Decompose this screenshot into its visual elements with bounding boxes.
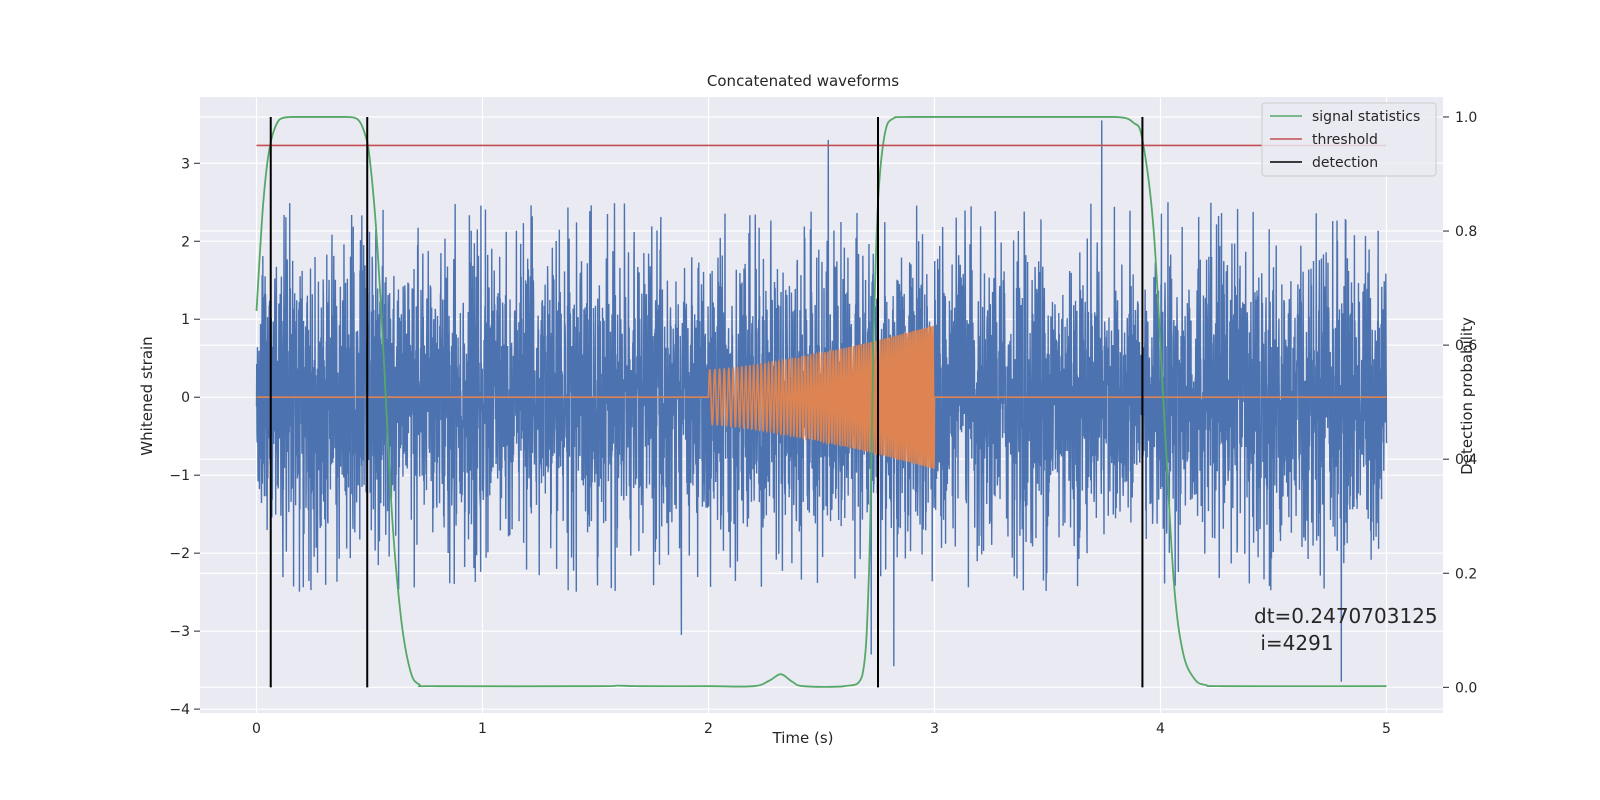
legend-box <box>1261 102 1437 177</box>
legend-label-detection: detection <box>1312 155 1378 171</box>
legend: signal statistics threshold detection <box>1261 102 1437 177</box>
x-tick-label: 5 <box>1382 721 1391 737</box>
x-axis-label: Time (s) <box>772 729 834 747</box>
y-tick-label: −2 <box>169 546 190 562</box>
series-group <box>255 116 1388 688</box>
y2-tick-label: 0.8 <box>1455 224 1477 240</box>
y2-tick-label: 1.0 <box>1455 110 1477 126</box>
legend-label-threshold: threshold <box>1312 132 1378 148</box>
y-tick-label: −4 <box>169 702 190 718</box>
annotation-dt: dt=0.2470703125 <box>1254 604 1438 628</box>
signal-statistics-line <box>255 116 1387 688</box>
x-tick-labels: 0 1 2 3 4 5 <box>252 721 1391 737</box>
chart-title: Concatenated waveforms <box>707 72 899 90</box>
y2-tick-label: 0.6 <box>1455 338 1477 354</box>
y-tick-labels: −4 −3 −2 −1 0 1 2 3 <box>169 156 200 718</box>
x-tick-label: 0 <box>252 721 261 737</box>
y-tick-label: 3 <box>181 156 190 172</box>
y-tick-label: −3 <box>169 624 190 640</box>
injection-line <box>256 325 1387 469</box>
y2-tick-labels: 0.0 0.2 0.4 0.6 0.8 1.0 <box>1443 110 1477 696</box>
x-tick-label: 3 <box>930 721 939 737</box>
y2-tick-label: 0.4 <box>1455 452 1477 468</box>
y-tick-label: −1 <box>169 468 190 484</box>
x-tick-label: 2 <box>704 721 713 737</box>
x-tick-label: 4 <box>1156 721 1165 737</box>
y2-axis-label: Detection probability <box>1458 317 1476 475</box>
y2-tick-label: 0.0 <box>1455 680 1477 696</box>
y-tick-label: 0 <box>181 390 190 406</box>
y-tick-label: 1 <box>181 312 190 328</box>
annotation-text: dt=0.2470703125 i=4291 <box>1254 604 1438 655</box>
x-tick-label: 1 <box>478 721 487 737</box>
legend-label-signal-statistics: signal statistics <box>1312 109 1420 125</box>
series-layer <box>255 116 1388 688</box>
annotation-index: i=4291 <box>1254 631 1334 655</box>
y2-tick-label: 0.2 <box>1455 566 1477 582</box>
y-tick-label: 2 <box>181 234 190 250</box>
y-axis-label: Whitened strain <box>138 336 156 455</box>
